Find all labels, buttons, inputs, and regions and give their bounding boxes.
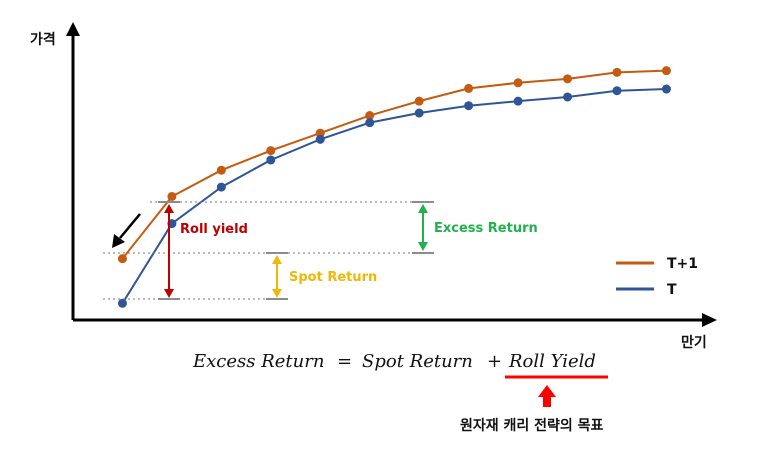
legend-label-t: T: [667, 282, 677, 298]
data-point-t-plus-1-1: [117, 254, 127, 264]
data-point-t-plus-1-6: [365, 111, 375, 121]
formula-term1: Spot Return: [362, 351, 473, 372]
data-point-t-11: [612, 86, 622, 96]
data-point-t-plus-1-11: [612, 67, 622, 77]
data-point-t-12: [661, 84, 671, 94]
data-point-t-9: [513, 96, 523, 106]
data-point-t-plus-1-2: [167, 191, 177, 201]
data-point-t-plus-1-5: [315, 128, 325, 138]
data-point-t-plus-1-3: [216, 165, 226, 175]
data-point-t-plus-1-12: [661, 66, 671, 76]
y-axis-label: 가격: [30, 31, 56, 48]
spot-return-arrow: [272, 255, 282, 298]
y-axis-arrowhead: [66, 22, 80, 36]
data-point-t-plus-1-4: [266, 146, 276, 156]
formula: Excess Return = Spot Return + Roll Yield: [192, 351, 608, 379]
roll-yield-label: Roll yield: [180, 222, 248, 237]
legend-label-t-plus-1: T+1: [667, 256, 698, 272]
formula-equals: =: [337, 351, 352, 372]
goal-note: 원자재 캐리 전략의 목표: [460, 417, 604, 434]
formula-plus: +: [487, 351, 502, 372]
excess-return-arrow: [418, 204, 428, 251]
excess-return-label: Excess Return: [434, 221, 538, 236]
roll-down-arrow: [112, 213, 141, 248]
data-point-t-plus-1-7: [414, 96, 424, 106]
legend: T+1 T: [616, 256, 698, 298]
data-point-t-plus-1-9: [513, 78, 523, 88]
data-point-t-1: [117, 298, 127, 308]
data-point-t-plus-1-8: [464, 83, 474, 93]
series-layer: [117, 66, 671, 308]
data-point-t-6: [365, 118, 375, 128]
series-line-t-plus-1: [121, 69, 667, 260]
data-point-t-4: [266, 155, 276, 165]
data-point-t-5: [315, 134, 325, 144]
roll-yield-arrow: [164, 204, 174, 298]
formula-term2: Roll Yield: [508, 351, 596, 372]
spot-return-label: Spot Return: [289, 270, 377, 285]
goal-arrow: [538, 385, 556, 407]
x-axis-label: 만기: [681, 335, 707, 351]
x-axis-arrowhead: [702, 313, 717, 327]
data-point-t-8: [464, 101, 474, 111]
series-line-t: [121, 88, 667, 304]
data-point-t-10: [563, 92, 573, 102]
data-point-t-3: [216, 182, 226, 192]
data-point-t-7: [414, 108, 424, 118]
data-point-t-plus-1-10: [563, 74, 573, 84]
formula-lhs: Excess Return: [192, 351, 324, 372]
